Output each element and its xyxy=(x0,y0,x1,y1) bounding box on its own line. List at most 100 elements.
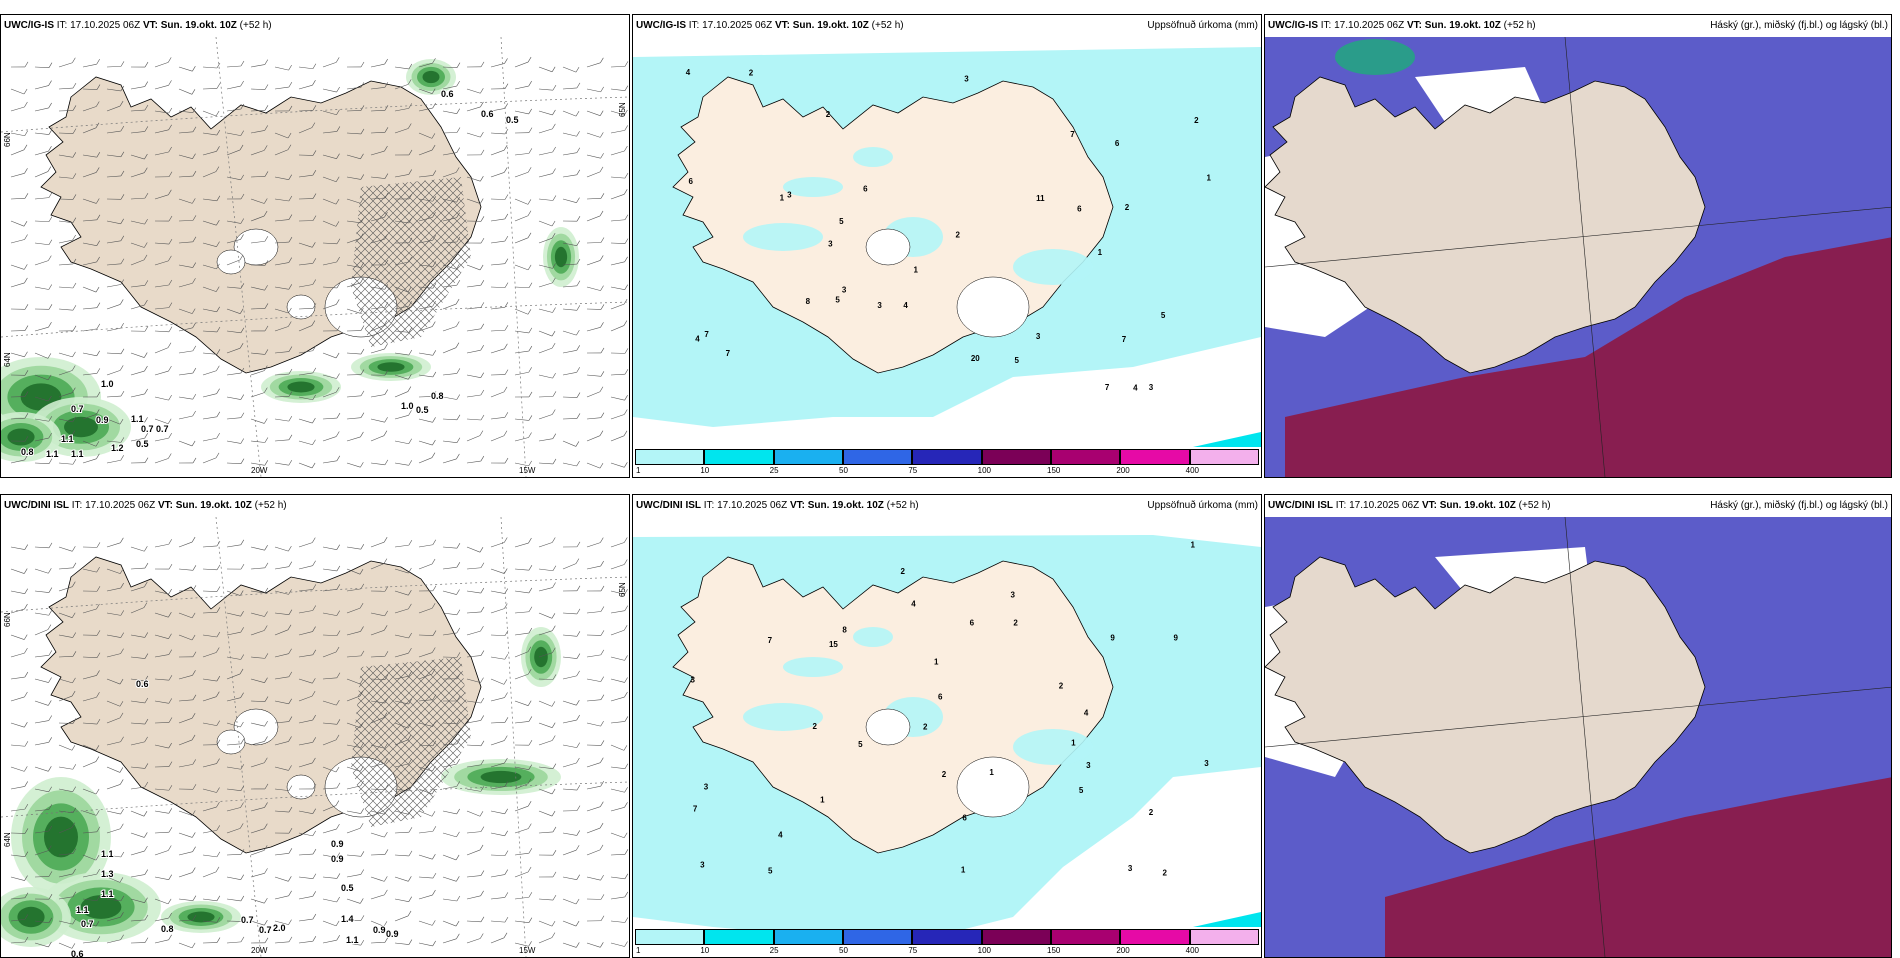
colorbar-swatch xyxy=(1051,449,1120,465)
precip-value-label: 6 xyxy=(689,177,694,186)
colorbar-swatch xyxy=(704,449,773,465)
colorbar-swatch xyxy=(635,929,704,945)
precip-patch xyxy=(7,429,34,446)
colorbar-tick: 75 xyxy=(908,946,917,955)
precip-value-label: 2 xyxy=(1125,203,1130,212)
precip-value-label: 7 xyxy=(726,349,731,358)
precip-value-label: 2 xyxy=(1162,868,1167,877)
panel-title: UWC/IG-IS IT: 17.10.2025 06Z VT: Sun. 19… xyxy=(633,15,1261,37)
lon-label-20w: 20W xyxy=(251,946,268,955)
precip-value-label: 7 xyxy=(704,330,709,339)
precip-value-label: 2 xyxy=(901,567,906,576)
precip-value-label: 0.9 xyxy=(386,929,399,939)
precip-value-label: 1 xyxy=(913,265,918,274)
colorbar-swatch xyxy=(843,929,912,945)
precip-patch xyxy=(853,627,893,647)
precip-value-label: 1.2 xyxy=(111,443,124,453)
precip-value-label: 0.8 xyxy=(21,447,34,457)
precip-value-label: 2 xyxy=(826,110,831,119)
precip-value-label: 1 xyxy=(1191,541,1196,550)
colorbar-swatch xyxy=(1190,929,1259,945)
precip-value-label: 3 xyxy=(1086,761,1091,770)
precip-value-label: 1 xyxy=(961,865,966,874)
precip-value-label: 2 xyxy=(1059,681,1064,690)
precip-value-label: 1.1 xyxy=(131,414,144,424)
precip-value-label: 1 xyxy=(989,768,994,777)
panel-cloud-row2: UWC/DINI ISL IT: 17.10.2025 06Z VT: Sun.… xyxy=(1264,494,1892,958)
colorbar-swatch xyxy=(982,929,1051,945)
colorbar-swatch xyxy=(982,449,1051,465)
precip-value-label: 3 xyxy=(1128,864,1133,873)
glacier xyxy=(957,277,1029,337)
precip-value-label: 0.7 xyxy=(141,424,154,434)
precip-value-label: 0.7 xyxy=(241,915,254,925)
panel-precip-row2: UWC/DINI ISL IT: 17.10.2025 06Z VT: Sun.… xyxy=(632,494,1262,958)
colorbar-tick: 50 xyxy=(839,466,848,475)
precip-value-label: 9 xyxy=(1173,634,1178,643)
colorbar-swatch xyxy=(1120,929,1189,945)
precip-value-label: 0.9 xyxy=(331,854,344,864)
precip-value-label: 1 xyxy=(780,194,785,203)
precip-value-label: 2 xyxy=(1194,116,1199,125)
lat-label-65n: 65N xyxy=(618,102,627,117)
panel-title: UWC/DINI ISL IT: 17.10.2025 06Z VT: Sun.… xyxy=(633,495,1261,517)
precip-value-label: 0.5 xyxy=(136,439,149,449)
precip-value-label: 1 xyxy=(1206,173,1211,182)
precip-value-label: 3 xyxy=(1204,759,1209,768)
precip-patch xyxy=(783,657,843,677)
precip-patch xyxy=(743,703,823,731)
precip-value-label: 8 xyxy=(806,297,811,306)
glacier xyxy=(287,295,315,319)
cloud-high-patch xyxy=(1335,39,1415,75)
precip-value-label: 5 xyxy=(839,217,844,226)
precip-value-label: 1 xyxy=(1071,739,1076,748)
precip-patch xyxy=(743,223,823,251)
precip-value-label: 3 xyxy=(1010,591,1015,600)
precip-patch xyxy=(783,177,843,197)
precip-value-label: 20 xyxy=(971,354,980,363)
colorbar-tick: 1 xyxy=(636,466,640,475)
precip-patch xyxy=(17,907,44,927)
precip-value-label: 7 xyxy=(693,805,698,814)
precip-value-label: 8 xyxy=(842,625,847,634)
colorbar-tick: 150 xyxy=(1047,946,1060,955)
colorbar-tick: 400 xyxy=(1186,946,1199,955)
precip-value-label: 3 xyxy=(842,285,847,294)
precip-value-label: 3 xyxy=(690,675,695,684)
panel-title: UWC/IG-IS IT: 17.10.2025 06Z VT: Sun. 19… xyxy=(1265,15,1891,37)
colorbar-tick: 150 xyxy=(1047,466,1060,475)
precip-value-label: 0.7 xyxy=(81,919,94,929)
precip-value-label: 1.4 xyxy=(341,914,354,924)
precip-value-label: 4 xyxy=(686,68,691,77)
precip-value-label: 0.7 xyxy=(156,424,169,434)
precip-value-label: 0.5 xyxy=(416,405,429,415)
precip-value-label: 1.3 xyxy=(101,869,114,879)
panel-title: UWC/IG-IS IT: 17.10.2025 06Z VT: Sun. 19… xyxy=(1,15,629,37)
glacier xyxy=(217,730,245,754)
precip-value-label: 2 xyxy=(923,723,928,732)
precip-value-label: 3 xyxy=(700,861,705,870)
precip-value-label: 2 xyxy=(1149,808,1154,817)
precip-value-label: 3 xyxy=(704,782,709,791)
precip-value-label: 11 xyxy=(1036,194,1045,203)
precip-value-label: 4 xyxy=(1133,383,1138,392)
precip-value-label: 7 xyxy=(1070,130,1075,139)
cloud-map xyxy=(1265,37,1892,477)
lat-label-64n: 64N xyxy=(3,352,12,367)
precip-value-label: 0.9 xyxy=(373,925,386,935)
colorbar-tick: 75 xyxy=(908,466,917,475)
panel-title: UWC/DINI ISL IT: 17.10.2025 06Z VT: Sun.… xyxy=(1265,495,1891,517)
colorbar-tick: 200 xyxy=(1116,946,1129,955)
precip-value-label: 4 xyxy=(695,335,700,344)
glacier xyxy=(866,709,910,745)
lon-label-15w: 15W xyxy=(519,466,536,475)
precip-value-label: 5 xyxy=(858,740,863,749)
colorbar-swatch xyxy=(774,929,843,945)
precip-value-label: 1.1 xyxy=(101,849,114,859)
lat-label-66n: 66N xyxy=(3,132,12,147)
precip-value-label: 7 xyxy=(1105,383,1110,392)
precip-value-label: 3 xyxy=(964,75,969,84)
precip-value-label: 4 xyxy=(903,301,908,310)
